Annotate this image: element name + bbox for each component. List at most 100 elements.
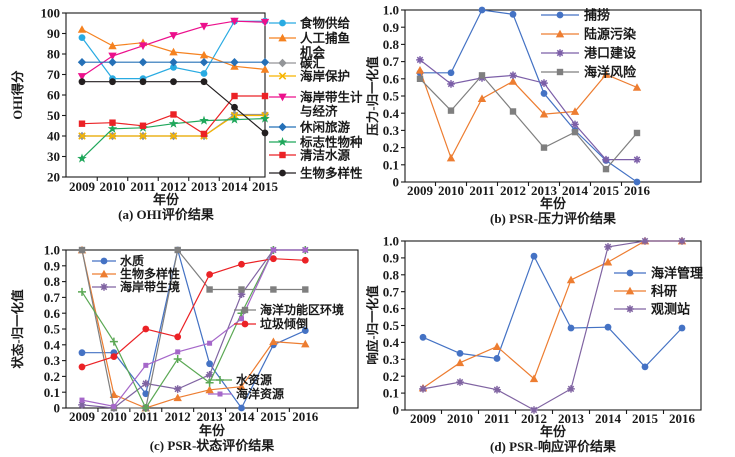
svg-text:人工捕鱼: 人工捕鱼: [300, 30, 350, 45]
chart-b-ylabel: 压力-归一化值: [365, 56, 380, 136]
svg-text:碳汇: 碳汇: [300, 55, 326, 70]
svg-text:0.9: 0.9: [383, 20, 400, 35]
chart-a-ohi-results: 20 30 40 50 60 70 80 90 100 2009 2010 2011 2012 2013 2…: [10, 6, 363, 222]
svg-text:2016: 2016: [292, 409, 319, 424]
svg-text:90: 90: [47, 26, 60, 41]
svg-text:2013: 2013: [191, 179, 218, 194]
svg-text:2014: 2014: [229, 409, 256, 424]
svg-text:清洁水源: 清洁水源: [300, 147, 351, 162]
svg-text:0.7: 0.7: [383, 284, 400, 299]
svg-text:生物多样性: 生物多样性: [300, 165, 363, 180]
svg-text:0.1: 0.1: [44, 385, 60, 400]
svg-text:水质: 水质: [120, 253, 144, 268]
svg-text:0.3: 0.3: [383, 352, 400, 367]
svg-text:0.2: 0.2: [383, 369, 399, 384]
svg-text:海洋功能区环境: 海洋功能区环境: [260, 302, 344, 317]
svg-text:0.4: 0.4: [44, 337, 61, 352]
svg-text:0.9: 0.9: [383, 250, 400, 265]
svg-text:海岸保护: 海岸保护: [300, 68, 350, 83]
svg-text:0.7: 0.7: [383, 54, 400, 69]
svg-text:机会: 机会: [300, 44, 326, 59]
svg-text:0.1: 0.1: [383, 386, 399, 401]
svg-text:0: 0: [393, 175, 400, 190]
svg-text:2015: 2015: [632, 411, 659, 426]
chart-c-caption: (c) PSR-状态评价结果: [150, 438, 275, 453]
svg-text:2011: 2011: [130, 179, 155, 194]
svg-text:0.6: 0.6: [44, 306, 61, 321]
svg-text:2016: 2016: [669, 411, 696, 426]
chart-d-psr-response-results: 0 0.1 0.2 0.3 0.4 0.5 0.6 0.7 0.8 0.91.0 2009 2010 2…: [365, 234, 703, 454]
svg-text:0.8: 0.8: [44, 274, 61, 289]
svg-text:1.0: 1.0: [44, 243, 60, 258]
svg-text:100: 100: [41, 6, 61, 21]
svg-text:0.3: 0.3: [44, 353, 61, 368]
svg-text:2015: 2015: [252, 179, 279, 194]
svg-text:1.0: 1.0: [383, 234, 399, 249]
svg-text:观测站: 观测站: [651, 302, 690, 317]
svg-text:海洋管理: 海洋管理: [651, 266, 703, 281]
svg-text:海岸带生计: 海岸带生计: [300, 89, 363, 104]
svg-text:2010: 2010: [100, 179, 126, 194]
svg-text:2014: 2014: [562, 183, 589, 198]
svg-text:0.5: 0.5: [44, 322, 61, 337]
chart-c-psr-state-results: 00.10.20.30.40.50.60.70.80.91.0 2009 2010 2…: [10, 243, 359, 453]
svg-text:0.7: 0.7: [44, 290, 61, 305]
svg-text:2013: 2013: [558, 411, 585, 426]
chart-d-xlabel: 年份: [540, 424, 567, 439]
svg-text:标志性物种: 标志性物种: [299, 134, 363, 149]
chart-a-xlabel: 年份: [153, 192, 180, 207]
svg-text:2009: 2009: [407, 183, 434, 198]
svg-text:捕捞: 捕捞: [584, 8, 610, 23]
svg-text:水资源: 水资源: [236, 372, 272, 387]
chart-b-xlabel: 年份: [540, 196, 567, 211]
svg-text:2009: 2009: [69, 409, 96, 424]
svg-text:2012: 2012: [521, 411, 547, 426]
svg-text:40: 40: [47, 129, 60, 144]
svg-text:食物供给: 食物供给: [299, 15, 351, 30]
svg-text:2010: 2010: [438, 183, 464, 198]
svg-text:0.1: 0.1: [383, 157, 399, 172]
chart-a-caption: (a) OHI评价结果: [118, 207, 214, 222]
svg-text:2012: 2012: [161, 179, 187, 194]
svg-text:0.8: 0.8: [383, 37, 400, 52]
svg-text:2016: 2016: [624, 183, 651, 198]
svg-text:0.9: 0.9: [44, 258, 61, 273]
svg-text:0.2: 0.2: [383, 140, 399, 155]
svg-text:0.8: 0.8: [383, 267, 400, 282]
svg-text:2010: 2010: [447, 411, 473, 426]
chart-b-psr-pressure-results: 0 0.1 0.2 0.3 0.4 0.5 0.6 0.7 0.8 0.9 1.0 2009 2010 2…: [365, 3, 702, 226]
svg-text:2012: 2012: [165, 409, 191, 424]
svg-text:休闲旅游: 休闲旅游: [299, 119, 351, 134]
chart-d-ylabel: 响应-归一化值: [365, 285, 380, 365]
svg-text:0.4: 0.4: [383, 335, 400, 350]
svg-text:2015: 2015: [593, 183, 620, 198]
chart-c-xlabel: 年份: [199, 423, 226, 438]
svg-text:0.6: 0.6: [383, 71, 400, 86]
svg-text:0.5: 0.5: [383, 318, 400, 333]
svg-text:2014: 2014: [222, 179, 249, 194]
svg-text:30: 30: [47, 149, 60, 164]
svg-text:陆源污染: 陆源污染: [584, 27, 637, 42]
svg-text:垃圾倾倒: 垃圾倾倒: [260, 316, 308, 331]
svg-text:2012: 2012: [500, 183, 526, 198]
svg-text:1.0: 1.0: [383, 3, 399, 18]
svg-text:0.4: 0.4: [383, 106, 400, 121]
chart-d-caption: (d) PSR-响应评价结果: [490, 439, 616, 454]
svg-text:50: 50: [47, 108, 60, 123]
chart-a-ylabel: OHI得分: [10, 70, 25, 120]
svg-text:港口建设: 港口建设: [584, 46, 637, 61]
svg-text:2011: 2011: [469, 183, 494, 198]
svg-text:科研: 科研: [651, 284, 677, 299]
svg-text:0: 0: [54, 401, 61, 416]
svg-text:60: 60: [47, 88, 60, 103]
svg-text:0.3: 0.3: [383, 123, 400, 138]
svg-text:0.5: 0.5: [383, 89, 400, 104]
svg-text:海洋资源: 海洋资源: [236, 386, 284, 401]
svg-text:海洋风险: 海洋风险: [584, 65, 637, 80]
svg-text:2009: 2009: [410, 411, 437, 426]
svg-text:70: 70: [47, 67, 60, 82]
svg-text:与经济: 与经济: [300, 103, 338, 118]
svg-text:2013: 2013: [197, 409, 224, 424]
svg-text:0: 0: [393, 403, 400, 418]
svg-text:20: 20: [47, 170, 60, 185]
